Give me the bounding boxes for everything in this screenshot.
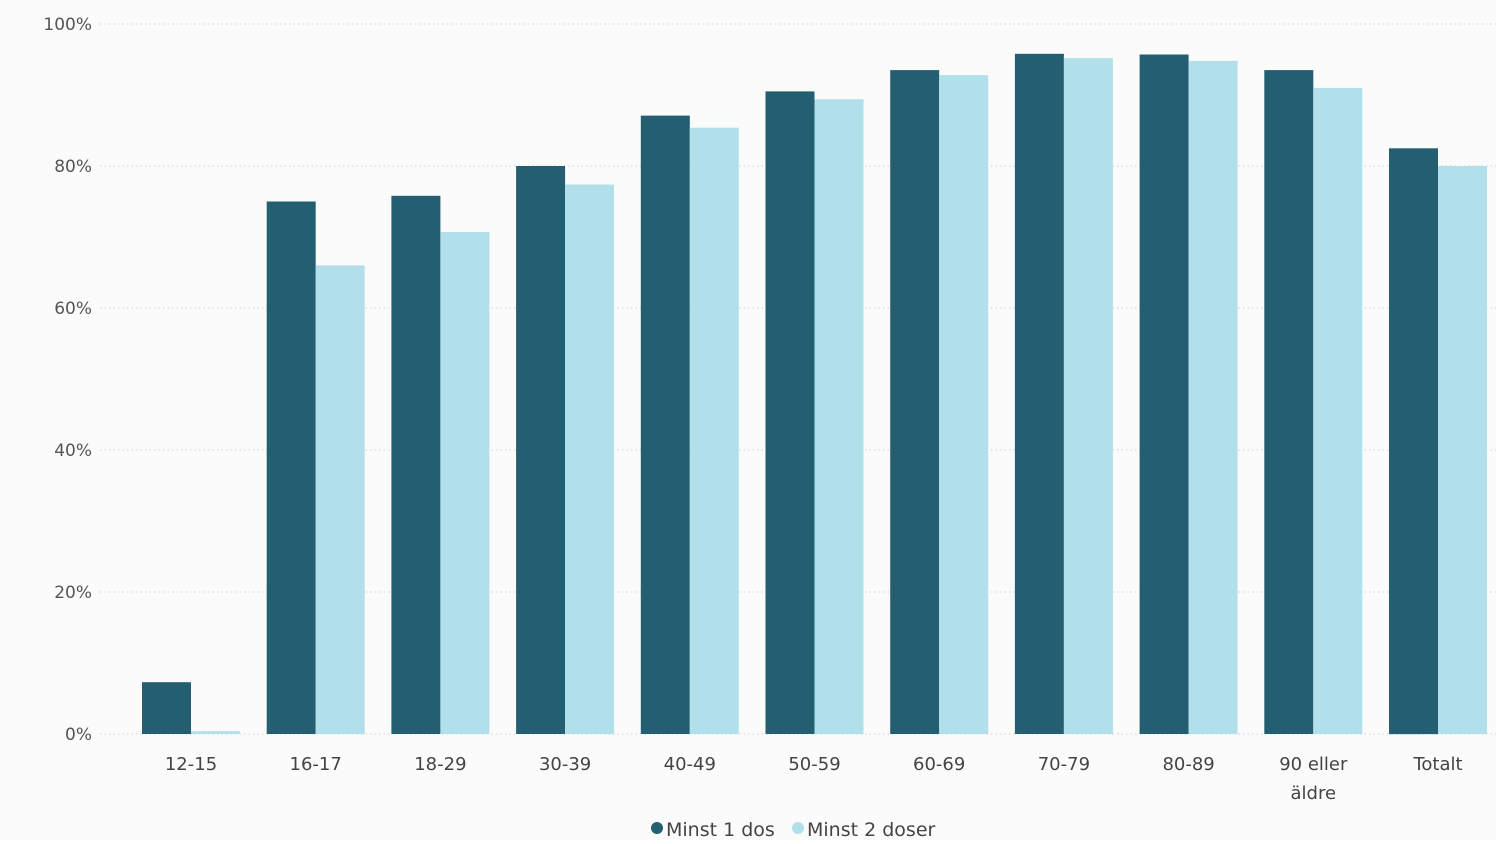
bar-minst-2-doser[interactable]	[1438, 166, 1487, 734]
y-tick-label: 80%	[54, 157, 92, 177]
bar-minst-2-doser[interactable]	[1063, 58, 1113, 735]
x-tick-label: 30-39	[539, 754, 591, 775]
bar-minst-1-dos[interactable]	[765, 91, 815, 734]
bar-minst-1-dos[interactable]	[142, 682, 191, 734]
x-tick-label: 60-69	[913, 754, 965, 775]
x-tick-label: äldre	[1291, 783, 1337, 804]
y-tick-label: 0%	[65, 725, 92, 745]
x-tick-label: 12-15	[165, 754, 217, 775]
bar-minst-1-dos[interactable]	[516, 166, 566, 734]
y-tick-label: 40%	[54, 441, 92, 461]
legend-label: Minst 2 doser	[807, 819, 936, 840]
bar-minst-1-dos[interactable]	[1389, 148, 1438, 735]
legend-marker-icon	[792, 822, 804, 834]
x-tick-label: 40-49	[664, 754, 716, 775]
legend-item[interactable]: Minst 2 doser	[792, 819, 936, 841]
x-tick-label: 50-59	[788, 754, 840, 775]
legend-item[interactable]: Minst 1 dos	[651, 819, 775, 841]
bar-minst-2-doser[interactable]	[565, 184, 615, 735]
bar-minst-2-doser[interactable]	[814, 99, 864, 735]
bar-minst-1-dos[interactable]	[1014, 53, 1064, 735]
bars	[142, 53, 1487, 735]
y-axis: 0% 20% 40% 60% 80% 100%	[43, 15, 92, 745]
bar-minst-2-doser[interactable]	[191, 731, 240, 734]
bar-minst-2-doser[interactable]	[440, 232, 490, 734]
x-tick-label: 90 eller	[1279, 754, 1348, 775]
x-tick-label: 70-79	[1038, 754, 1090, 775]
bar-minst-1-dos[interactable]	[640, 115, 690, 735]
x-tick-label: 80-89	[1162, 754, 1214, 775]
bar-minst-2-doser[interactable]	[689, 127, 739, 734]
legend[interactable]: Minst 1 dos Minst 2 doser	[651, 819, 936, 841]
x-tick-label: 16-17	[290, 754, 342, 775]
bar-minst-1-dos[interactable]	[890, 70, 940, 735]
bar-minst-1-dos[interactable]	[1139, 54, 1189, 735]
legend-label: Minst 1 dos	[666, 819, 775, 840]
bar-minst-1-dos[interactable]	[266, 201, 316, 735]
y-tick-label: 100%	[43, 15, 92, 35]
x-axis: 12-15 16-17 18-29 30-39 40-49 50-59 60-69 70-79…	[165, 754, 1463, 804]
y-tick-label: 60%	[54, 299, 92, 319]
legend-marker-icon	[651, 822, 663, 834]
x-tick-label: 18-29	[414, 754, 466, 775]
bar-minst-1-dos[interactable]	[1264, 70, 1314, 735]
y-tick-label: 20%	[54, 583, 92, 603]
bar-minst-2-doser[interactable]	[1313, 87, 1363, 734]
bar-minst-2-doser[interactable]	[939, 75, 989, 735]
bar-minst-2-doser[interactable]	[315, 265, 365, 734]
x-tick-label: Totalt	[1412, 754, 1462, 775]
bar-minst-1-dos[interactable]	[391, 195, 441, 735]
bar-minst-2-doser[interactable]	[1188, 60, 1238, 734]
